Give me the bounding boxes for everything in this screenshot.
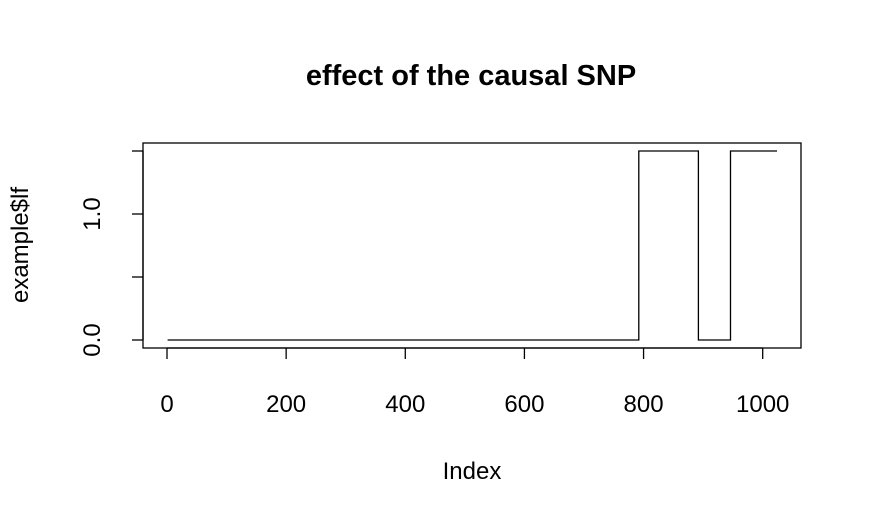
y-tick-label: 1.0	[79, 197, 106, 230]
plot-frame	[142, 142, 802, 349]
x-axis: 0 200 400 600 800 1000	[160, 347, 789, 418]
x-axis-label: Index	[443, 458, 502, 485]
series-line	[167, 150, 777, 341]
x-tick-label: 600	[504, 391, 544, 418]
x-tick-label: 0	[160, 391, 173, 418]
y-axis: 0.0 1.0	[79, 150, 144, 357]
x-tick-label: 800	[624, 391, 664, 418]
data-series	[167, 150, 777, 341]
x-tick-label: 1000	[736, 391, 789, 418]
y-tick-label: 0.0	[79, 323, 106, 356]
chart-title: effect of the causal SNP	[306, 60, 636, 92]
x-tick-label: 200	[266, 391, 306, 418]
x-tick-label: 400	[385, 391, 425, 418]
y-axis-label: example$lf	[7, 187, 34, 303]
